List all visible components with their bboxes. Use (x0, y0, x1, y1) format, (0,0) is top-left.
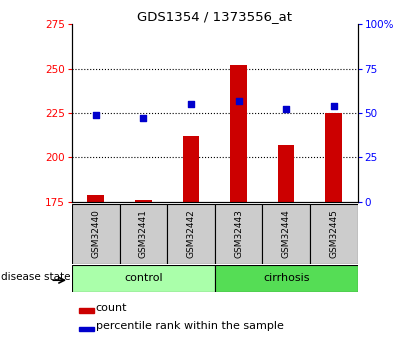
Point (188, 101, 194, 107)
Text: GSM32445: GSM32445 (329, 209, 338, 258)
Bar (88, 195, 104, 202)
Point (235, 98, 242, 103)
Bar (79, 327, 94, 331)
Point (283, 107, 289, 112)
Bar (215, 265, 358, 292)
Bar (215, 204, 262, 264)
Bar (120, 204, 167, 264)
Bar (72, 204, 120, 264)
Bar (326, 113, 342, 202)
Text: control: control (124, 273, 163, 283)
Text: disease state: disease state (2, 272, 71, 282)
Text: GSM32440: GSM32440 (91, 209, 100, 258)
Bar (310, 204, 358, 264)
Text: GSM32441: GSM32441 (139, 209, 148, 258)
Text: cirrhosis: cirrhosis (263, 273, 309, 283)
Point (92, 112, 99, 118)
Text: GSM32442: GSM32442 (187, 209, 196, 258)
Point (330, 103, 337, 109)
Bar (79, 308, 94, 313)
Bar (278, 145, 295, 202)
Text: count: count (95, 303, 127, 313)
Text: percentile rank within the sample: percentile rank within the sample (95, 321, 284, 331)
Bar (262, 204, 310, 264)
Bar (72, 265, 215, 292)
Title: GDS1354 / 1373556_at: GDS1354 / 1373556_at (137, 10, 292, 23)
Bar (135, 200, 152, 202)
Bar (230, 65, 247, 202)
Text: GSM32443: GSM32443 (234, 209, 243, 258)
Bar (167, 204, 215, 264)
Point (140, 116, 147, 121)
Text: GSM32444: GSM32444 (282, 209, 291, 258)
Bar (182, 136, 199, 202)
